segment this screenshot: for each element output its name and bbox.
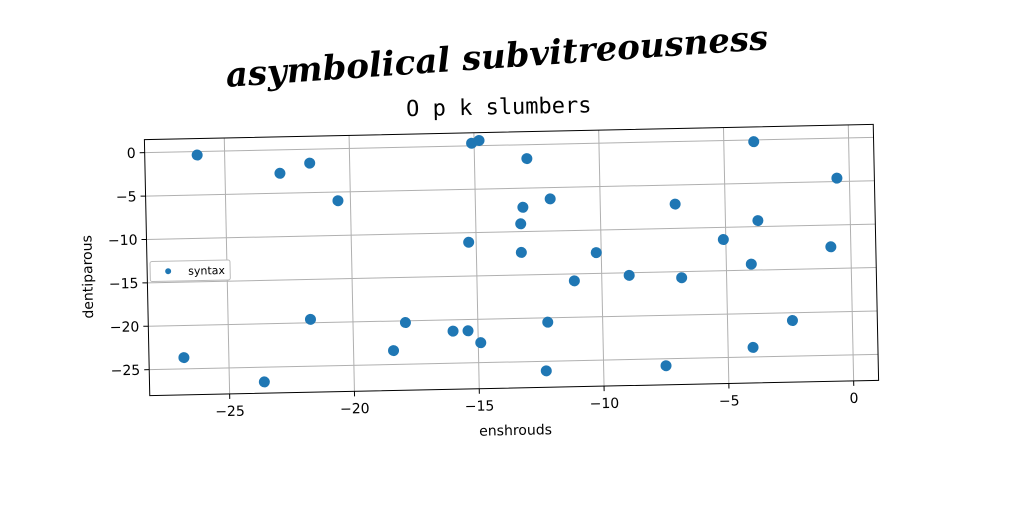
plot-group: O p k slumbers −25 −20 −15 −10 −5 0 0 −5 −10 −15… xyxy=(79,93,880,440)
scatter-point xyxy=(462,325,474,337)
scatter-point xyxy=(473,134,485,146)
scatter-point xyxy=(542,316,554,328)
scatter-point xyxy=(178,352,190,364)
scatter-point xyxy=(274,167,286,179)
scatter-point xyxy=(752,215,764,227)
x-tick-label: −20 xyxy=(340,401,370,418)
x-axis-label: enshrouds xyxy=(479,422,552,440)
scatter-point xyxy=(676,272,688,284)
y-ticks: 0 −5 −10 −15 −20 −25 xyxy=(108,146,150,380)
scatter-point xyxy=(590,247,602,259)
scatter-point xyxy=(521,153,533,165)
legend-marker xyxy=(165,268,172,275)
scatter-point xyxy=(623,269,635,281)
legend: syntax xyxy=(149,259,231,283)
x-gridline xyxy=(722,127,730,384)
x-ticks: −25 −20 −15 −10 −5 0 xyxy=(215,380,859,421)
x-tick-label: −5 xyxy=(719,393,740,409)
scatter-point xyxy=(463,236,475,248)
x-tick-label: −10 xyxy=(589,396,619,413)
scatter-point xyxy=(745,258,757,270)
x-tick-label: 0 xyxy=(849,391,858,407)
scatter-point xyxy=(304,157,316,169)
y-gridline xyxy=(144,136,874,154)
scatter-point xyxy=(515,218,527,230)
scatter-point xyxy=(540,365,552,377)
scatter-point xyxy=(332,195,344,207)
scatter-point xyxy=(517,201,529,213)
chart-title: O p k slumbers xyxy=(406,93,592,122)
scatter-point xyxy=(304,313,316,325)
x-tick-label: −25 xyxy=(215,404,245,421)
y-tick-label: −15 xyxy=(109,276,139,293)
scatter-point xyxy=(747,341,759,353)
x-gridline xyxy=(348,135,355,392)
y-tick-label: −25 xyxy=(111,363,141,380)
scatter-point xyxy=(475,337,487,349)
y-gridline xyxy=(149,353,879,371)
scatter-point xyxy=(568,275,580,287)
y-tick-label: −5 xyxy=(116,189,137,205)
grid xyxy=(144,124,879,394)
scatter-point xyxy=(748,136,760,148)
y-axis-label: dentiparous xyxy=(79,235,97,319)
y-tick-label: −20 xyxy=(110,319,140,336)
y-gridline xyxy=(148,310,878,327)
y-tick-label: 0 xyxy=(127,146,136,162)
scatter-point xyxy=(191,149,203,161)
scatter-point xyxy=(258,376,270,388)
scatter-point xyxy=(717,234,729,246)
x-gridline xyxy=(847,124,855,381)
y-gridline xyxy=(146,223,876,240)
scatter-point xyxy=(515,246,527,258)
plot-frame xyxy=(143,123,880,397)
scatter-points xyxy=(178,134,843,388)
x-gridline xyxy=(598,130,605,387)
x-tick-label: −15 xyxy=(465,398,495,415)
y-tick-label: −10 xyxy=(108,233,138,250)
scatter-point xyxy=(825,241,837,253)
scatter-point xyxy=(447,325,459,337)
legend-box xyxy=(149,259,231,283)
scatter-point xyxy=(786,315,798,327)
scatter-point xyxy=(544,193,556,205)
scatter-point xyxy=(660,360,672,372)
y-gridline xyxy=(145,180,875,197)
suptitle: asymbolical subvitreousness xyxy=(224,18,769,96)
scatter-point xyxy=(388,345,400,357)
scatter-point xyxy=(831,172,843,184)
legend-label: syntax xyxy=(188,264,226,278)
scatter-point xyxy=(399,317,411,329)
scatter-point xyxy=(669,198,681,210)
y-gridline xyxy=(147,267,877,284)
x-gridline xyxy=(473,132,480,389)
